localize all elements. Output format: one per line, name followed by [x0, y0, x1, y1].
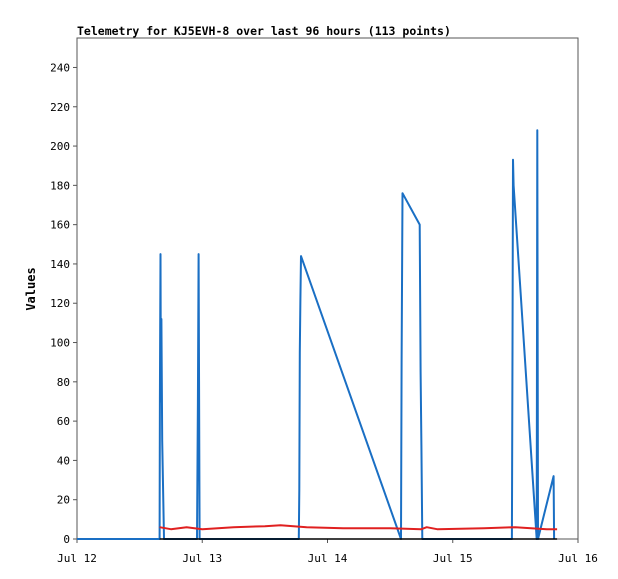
y-tick-label: 200: [50, 140, 70, 153]
plot-area: [76, 37, 579, 540]
series-line-1: [77, 129, 556, 540]
series-line-2: [159, 524, 558, 531]
y-tick-label: 0: [63, 533, 70, 546]
y-tick-label: 100: [50, 337, 70, 350]
x-tick-label: Jul 16: [558, 552, 598, 565]
x-tick-label: Jul 12: [57, 552, 97, 565]
y-tick-label: 140: [50, 258, 70, 271]
x-tick-label: Jul 13: [182, 552, 222, 565]
y-tick-label: 180: [50, 179, 70, 192]
x-tick-label: Jul 14: [308, 552, 348, 565]
y-tick-label: 60: [57, 415, 70, 428]
y-tick-label: 20: [57, 494, 70, 507]
y-tick-label: 160: [50, 219, 70, 232]
x-axis: Jul 12 Jul 13 Jul 14 Jul 15 Jul 16: [57, 539, 598, 565]
y-axis: 0 20 40 60 80 100 120 140 160 180 200 220 240: [50, 61, 77, 546]
x-tick-label: Jul 15: [433, 552, 473, 565]
y-tick-label: 220: [50, 101, 70, 114]
y-tick-label: 120: [50, 297, 70, 310]
y-axis-label: Values: [24, 267, 38, 310]
y-tick-label: 240: [50, 61, 70, 74]
series-layer: [77, 129, 558, 540]
chart-title: Telemetry for KJ5EVH-8 over last 96 hour…: [77, 24, 451, 38]
y-tick-label: 80: [57, 376, 70, 389]
y-tick-label: 40: [57, 454, 70, 467]
